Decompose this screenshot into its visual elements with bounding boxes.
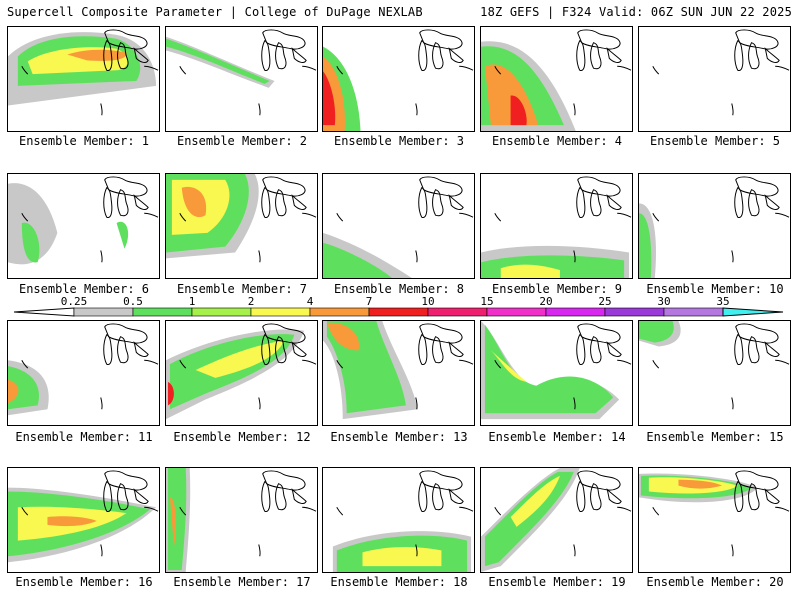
member-caption: Ensemble Member: 10 xyxy=(646,282,784,296)
colorbar-tick-label: 2 xyxy=(247,295,255,308)
member-caption: Ensemble Member: 3 xyxy=(333,134,465,148)
scp-field-map xyxy=(481,321,632,420)
ensemble-member-map xyxy=(322,173,475,279)
scp-field-map xyxy=(481,176,632,278)
member-caption: Ensemble Member: 19 xyxy=(488,575,626,589)
member-caption: Ensemble Member: 20 xyxy=(646,575,784,589)
ensemble-member-map xyxy=(165,26,318,132)
ensemble-member-map xyxy=(322,467,475,573)
colorbar-min-arrow xyxy=(13,307,75,317)
member-caption: Ensemble Member: 2 xyxy=(176,134,308,148)
color-scale-legend xyxy=(13,307,784,317)
colorbar-tick-label: 4 xyxy=(306,295,314,308)
member-caption: Ensemble Member: 8 xyxy=(333,282,465,296)
scp-field-map xyxy=(8,323,159,416)
member-caption: Ensemble Member: 1 xyxy=(18,134,150,148)
scp-field-map xyxy=(639,176,790,278)
member-caption: Ensemble Member: 12 xyxy=(173,430,311,444)
member-caption: Ensemble Member: 6 xyxy=(18,282,150,296)
colorbar-tick-label: 20 xyxy=(539,295,553,308)
colorbar-bin xyxy=(604,307,665,317)
scp-field-map xyxy=(166,174,317,263)
colorbar-tick-label: 1 xyxy=(188,295,196,308)
colorbar-bin xyxy=(427,307,488,317)
ensemble-member-map xyxy=(165,173,318,279)
colorbar-bin xyxy=(191,307,252,317)
ensemble-member-map xyxy=(638,320,791,426)
scp-field-map xyxy=(166,468,317,572)
member-caption: Ensemble Member: 4 xyxy=(491,134,623,148)
scp-field-map xyxy=(323,176,474,278)
colorbar-tick-label: 30 xyxy=(657,295,671,308)
colorbar-tick-label: 7 xyxy=(365,295,373,308)
colorbar-tick-label: 15 xyxy=(480,295,494,308)
ensemble-member-map xyxy=(638,467,791,573)
ensemble-member-map xyxy=(165,467,318,573)
member-caption: Ensemble Member: 14 xyxy=(488,430,626,444)
colorbar-bin xyxy=(250,307,311,317)
member-caption: Ensemble Member: 9 xyxy=(491,282,623,296)
scp-field-map xyxy=(639,321,790,410)
ensemble-member-map xyxy=(165,320,318,426)
member-caption: Ensemble Member: 7 xyxy=(176,282,308,296)
ensemble-member-map xyxy=(322,320,475,426)
scp-field-map xyxy=(323,29,474,131)
scp-field-map xyxy=(481,29,632,131)
ensemble-member-map xyxy=(7,320,160,426)
colorbar-tick-label: 0.25 xyxy=(60,295,88,308)
scp-field-map xyxy=(8,176,159,265)
member-caption: Ensemble Member: 15 xyxy=(646,430,784,444)
scp-field-map xyxy=(8,470,159,563)
colorbar-bin xyxy=(132,307,193,317)
ensemble-member-map xyxy=(7,26,160,132)
colorbar-bin xyxy=(368,307,429,317)
colorbar-bin xyxy=(73,307,134,317)
ensemble-member-map xyxy=(7,173,160,279)
member-caption: Ensemble Member: 5 xyxy=(649,134,781,148)
colorbar-bin xyxy=(486,307,547,317)
colorbar-tick-label: 10 xyxy=(421,295,435,308)
ensemble-member-map xyxy=(322,26,475,132)
colorbar-bin xyxy=(663,307,724,317)
member-caption: Ensemble Member: 17 xyxy=(173,575,311,589)
colorbar-bin xyxy=(545,307,606,317)
scp-field-map xyxy=(332,470,474,572)
member-caption: Ensemble Member: 11 xyxy=(15,430,153,444)
scp-field-map xyxy=(652,29,790,116)
member-caption: Ensemble Member: 13 xyxy=(330,430,468,444)
colorbar-tick-label: 25 xyxy=(598,295,612,308)
ensemble-member-map xyxy=(480,467,633,573)
member-caption: Ensemble Member: 16 xyxy=(15,575,153,589)
colorbar-tick-label: 35 xyxy=(716,295,730,308)
scp-field-map xyxy=(639,470,790,557)
ensemble-member-map xyxy=(638,173,791,279)
scp-field-map xyxy=(323,321,474,420)
model-run-info: 18Z GEFS | F324 Valid: 06Z SUN JUN 22 20… xyxy=(480,5,792,19)
ensemble-member-map xyxy=(480,173,633,279)
ensemble-member-map xyxy=(638,26,791,132)
scp-field-map xyxy=(166,29,317,116)
colorbar-max-arrow xyxy=(722,307,784,317)
ensemble-member-map xyxy=(480,320,633,426)
scp-field-map xyxy=(166,323,317,420)
ensemble-member-map xyxy=(7,467,160,573)
scp-field-map xyxy=(8,29,159,116)
scp-field-map xyxy=(481,468,632,572)
map-title: Supercell Composite Parameter | College … xyxy=(7,5,423,19)
colorbar-tick-label: 0.5 xyxy=(123,295,143,308)
member-caption: Ensemble Member: 18 xyxy=(330,575,468,589)
colorbar-bin xyxy=(309,307,370,317)
ensemble-member-map xyxy=(480,26,633,132)
